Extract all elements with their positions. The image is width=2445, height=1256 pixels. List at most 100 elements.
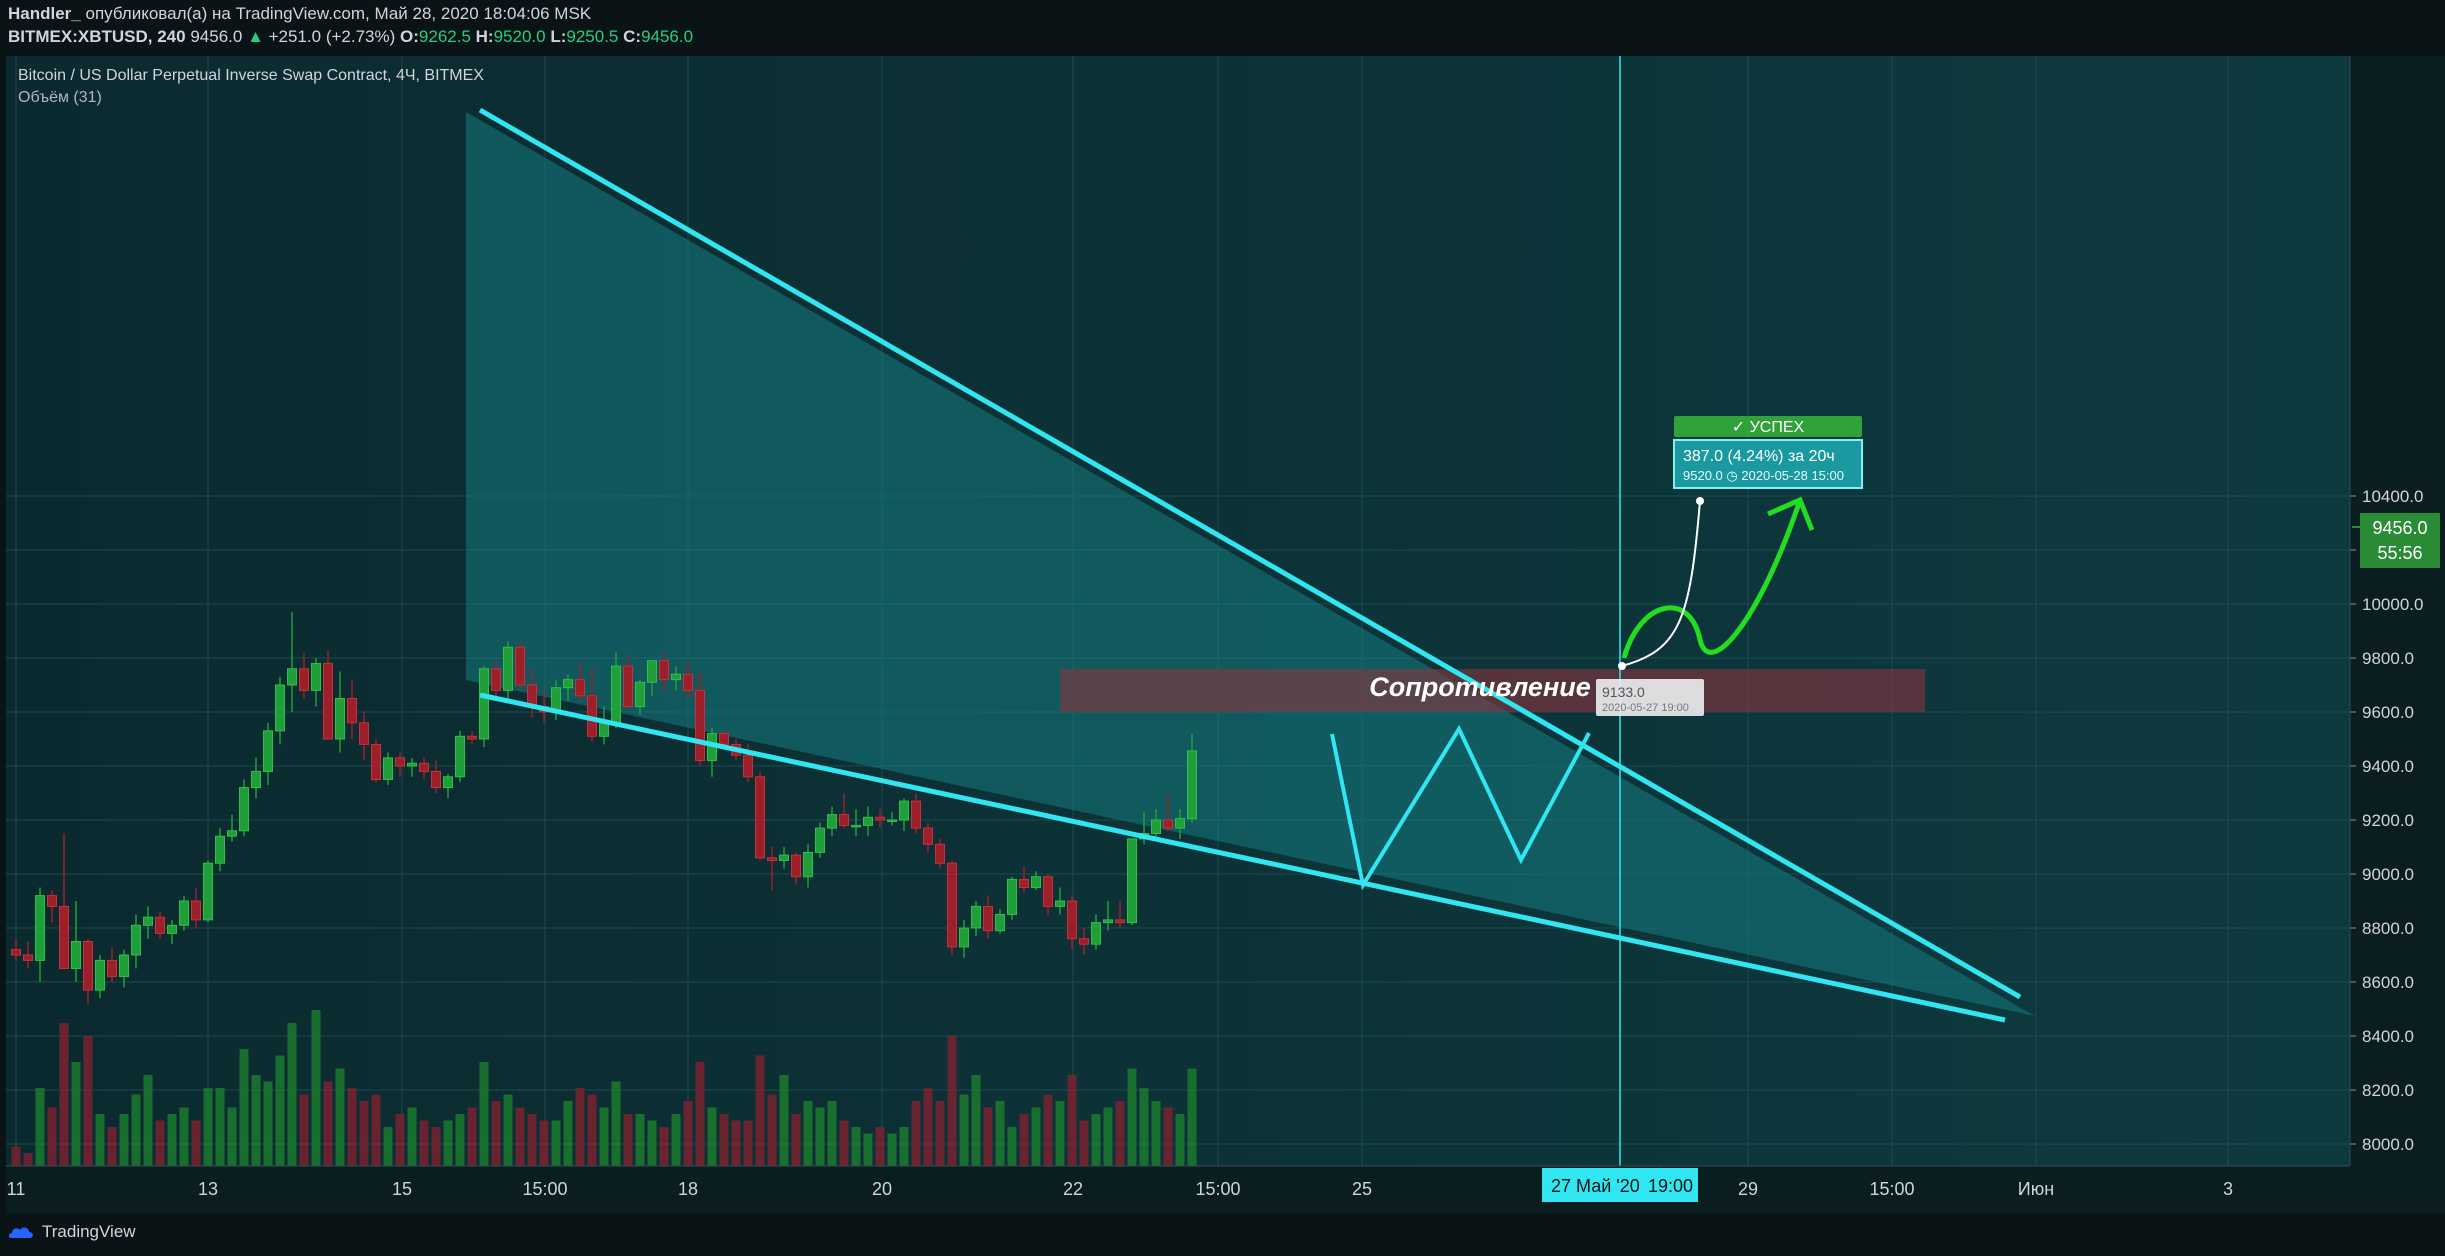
candle-body[interactable] <box>983 905 993 932</box>
candle-body[interactable] <box>755 776 765 859</box>
candle-body[interactable] <box>263 730 273 772</box>
measure-start-dot[interactable] <box>1618 662 1626 670</box>
candle-body[interactable] <box>719 733 729 745</box>
candle-body[interactable] <box>275 684 285 732</box>
candle-body[interactable] <box>803 851 813 878</box>
candle-body[interactable] <box>143 916 153 926</box>
candle-body[interactable] <box>875 816 885 821</box>
candle-body[interactable] <box>407 762 417 767</box>
candle-body[interactable] <box>287 668 297 686</box>
candle-body[interactable] <box>1055 900 1065 907</box>
candle-body[interactable] <box>251 770 261 789</box>
candle-body[interactable] <box>467 735 477 740</box>
candle-body[interactable] <box>863 816 873 826</box>
time-axis[interactable]: 11 13 15 15:00 18 20 22 15:00 25 29 15:00 Июн 3 <box>6 1165 2350 1199</box>
candle-body[interactable] <box>227 830 237 837</box>
candle-body[interactable] <box>107 959 117 978</box>
author-name[interactable]: Handler_ <box>8 4 81 23</box>
candle-body[interactable] <box>11 949 21 956</box>
candle-body[interactable] <box>311 662 321 691</box>
candle-body[interactable] <box>1007 878 1017 916</box>
candle-body[interactable] <box>1091 922 1101 945</box>
candle-body[interactable] <box>503 646 513 691</box>
candle-body[interactable] <box>1115 919 1125 924</box>
candle-body[interactable] <box>767 857 777 861</box>
candle-body[interactable] <box>887 819 897 822</box>
candle-body[interactable] <box>167 924 177 934</box>
candle-body[interactable] <box>971 905 981 929</box>
candle-body[interactable] <box>203 862 213 921</box>
tradingview-logo[interactable]: TradingView <box>8 1222 136 1242</box>
candle-body[interactable] <box>371 743 381 781</box>
candle-body[interactable] <box>1067 900 1077 940</box>
candle-body[interactable] <box>191 900 201 921</box>
candle-body[interactable] <box>35 895 45 961</box>
candle-body[interactable] <box>479 668 489 740</box>
candle-body[interactable] <box>1043 876 1053 907</box>
candle-body[interactable] <box>323 662 333 740</box>
candle-body[interactable] <box>815 827 825 853</box>
candle-body[interactable] <box>599 722 609 737</box>
candle-body[interactable] <box>947 862 957 948</box>
candle-body[interactable] <box>119 954 129 978</box>
candle-body[interactable] <box>299 668 309 691</box>
candle-body[interactable] <box>899 800 909 821</box>
candle-body[interactable] <box>647 660 657 683</box>
price-axis[interactable]: 8000.0 8200.0 8400.0 8600.0 8800.0 9000.0 9200… <box>2349 56 2423 1166</box>
candle-body[interactable] <box>515 646 525 686</box>
candle-body[interactable] <box>935 843 945 864</box>
candle-body[interactable] <box>419 762 429 772</box>
candle-body[interactable] <box>827 814 837 829</box>
candle-body[interactable] <box>443 776 453 789</box>
candle-body[interactable] <box>47 895 57 907</box>
candle-body[interactable] <box>1151 819 1161 834</box>
candle-body[interactable] <box>239 787 249 832</box>
candle-body[interactable] <box>791 854 801 878</box>
candle-body[interactable] <box>911 800 921 829</box>
candle-body[interactable] <box>575 679 585 697</box>
candle-body[interactable] <box>335 698 345 740</box>
candle-body[interactable] <box>1031 876 1041 889</box>
candle-body[interactable] <box>635 681 645 708</box>
candle-body[interactable] <box>455 735 465 778</box>
candle-body[interactable] <box>1127 838 1137 924</box>
candle-body[interactable] <box>623 665 633 708</box>
candle-body[interactable] <box>743 754 753 778</box>
candle-body[interactable] <box>659 660 669 681</box>
candle-body[interactable] <box>71 941 81 969</box>
candle-body[interactable] <box>95 959 105 991</box>
candle-body[interactable] <box>1163 819 1173 829</box>
candle-body[interactable] <box>611 665 621 724</box>
candle-body[interactable] <box>695 689 705 762</box>
candle-body[interactable] <box>395 757 405 767</box>
measure-end-dot[interactable] <box>1696 497 1704 505</box>
candle-body[interactable] <box>1175 818 1185 829</box>
candle-body[interactable] <box>131 924 141 956</box>
candle-body[interactable] <box>383 757 393 781</box>
measure-box[interactable] <box>1673 439 1863 489</box>
candle-body[interactable] <box>215 835 225 864</box>
candle-body[interactable] <box>359 722 369 745</box>
candle-body[interactable] <box>959 927 969 948</box>
candle-body[interactable] <box>23 954 33 961</box>
candle-body[interactable] <box>347 698 357 724</box>
candle-body[interactable] <box>59 905 69 970</box>
candle-body[interactable] <box>923 827 933 845</box>
candle-body[interactable] <box>1187 750 1197 820</box>
candle-body[interactable] <box>1079 938 1089 945</box>
candle-body[interactable] <box>779 854 789 861</box>
candle-body[interactable] <box>83 941 93 991</box>
candle-body[interactable] <box>683 673 693 691</box>
candle-body[interactable] <box>491 668 501 691</box>
candle-body[interactable] <box>1103 919 1113 924</box>
candle-body[interactable] <box>563 679 573 689</box>
candle-body[interactable] <box>995 914 1005 932</box>
candle-body[interactable] <box>851 824 861 828</box>
price-chart[interactable]: Bitcoin / US Dollar Perpetual Inverse Sw… <box>0 0 2445 1214</box>
candle-body[interactable] <box>155 916 165 934</box>
candle-body[interactable] <box>839 814 849 826</box>
candle-body[interactable] <box>671 673 681 681</box>
candle-body[interactable] <box>1019 878 1029 889</box>
candle-body[interactable] <box>431 770 441 789</box>
candle-body[interactable] <box>179 900 189 926</box>
